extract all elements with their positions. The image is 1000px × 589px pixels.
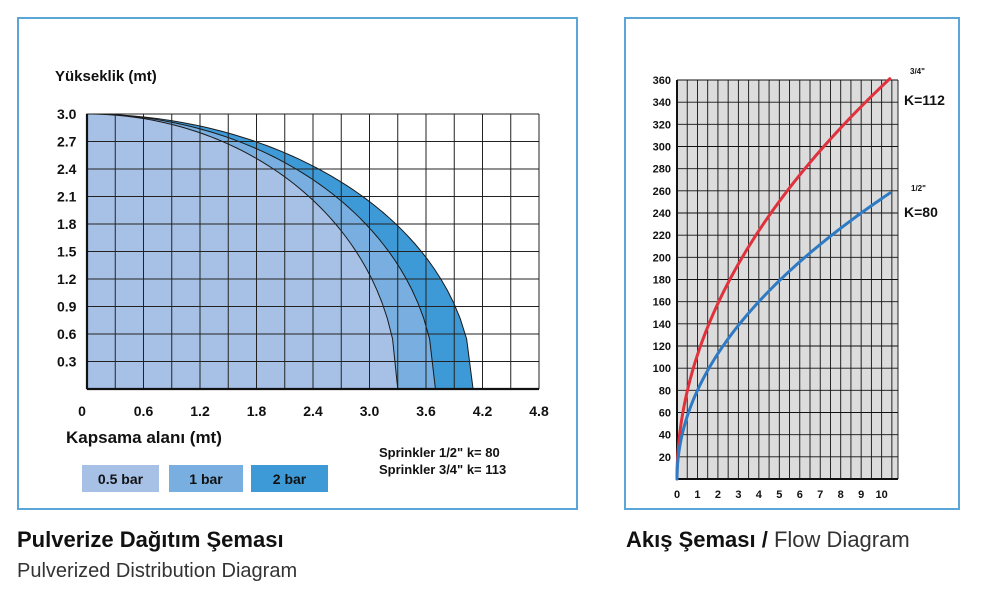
y-tick-label: 2.4 bbox=[57, 161, 77, 177]
distribution-chart: 0.3 0.6 0.9 1.2 1.5 1.8 2.1 2.4 2.7 3.0 0 0.6 1.2 1.8… bbox=[55, 68, 549, 492]
legend-swatch bbox=[251, 465, 328, 492]
x-tick-label: 2 bbox=[715, 489, 721, 501]
legend-label: 1 bar bbox=[189, 471, 223, 487]
legend-item: 1 bar bbox=[169, 465, 243, 492]
flow-chart-panel: 20 40 60 80 100 120 140 160 180 200 220 240 260 280 30… bbox=[624, 17, 960, 510]
legend-swatch bbox=[169, 465, 243, 492]
x-tick-label: 0 bbox=[78, 403, 86, 419]
y-tick-label: 0.9 bbox=[57, 299, 77, 315]
y-tick-label: 0.3 bbox=[57, 354, 77, 370]
legend-label: 2 bar bbox=[273, 471, 307, 487]
x-tick-label: 7 bbox=[817, 489, 823, 501]
y-tick-label: 220 bbox=[653, 230, 671, 242]
y-tick-label: 200 bbox=[653, 252, 671, 264]
x-tick-label: 4.8 bbox=[529, 403, 549, 419]
distribution-caption-en: Pulverized Distribution Diagram bbox=[17, 560, 298, 582]
x-tick-label: 5 bbox=[776, 489, 782, 501]
x-tick-label: 1.2 bbox=[190, 403, 210, 419]
y-tick-label: 340 bbox=[653, 97, 671, 109]
y-tick-label: 20 bbox=[659, 452, 671, 464]
y-tick-label: 0.6 bbox=[57, 326, 77, 342]
series-line bbox=[675, 77, 892, 481]
legend-item: 0.5 bar bbox=[82, 465, 159, 492]
note-line: Sprinkler 1/2" k= 80 bbox=[379, 445, 500, 460]
y-tick-label: 260 bbox=[653, 186, 671, 198]
x-tick-label: 1.8 bbox=[247, 403, 267, 419]
x-tick-label: 9 bbox=[858, 489, 864, 501]
series-k-label: K=80 bbox=[904, 204, 938, 220]
x-tick-label: 8 bbox=[838, 489, 844, 501]
y-tick-label: 100 bbox=[653, 363, 671, 375]
y-tick-label: 1.2 bbox=[57, 271, 77, 287]
x-tick-label: 3 bbox=[735, 489, 741, 501]
x-tick-label: 10 bbox=[876, 489, 888, 501]
legend-swatch bbox=[82, 465, 159, 492]
x-tick-label: 2.4 bbox=[303, 403, 323, 419]
flow-caption: Akış Şeması / Flow Diagram bbox=[626, 527, 910, 553]
y-tick-label: 3.0 bbox=[57, 106, 77, 122]
flow-caption-en: Flow Diagram bbox=[773, 527, 910, 552]
legend-label: 0.5 bar bbox=[98, 471, 144, 487]
y-tick-label: 300 bbox=[653, 142, 671, 154]
y-tick-label: 60 bbox=[659, 408, 671, 420]
x-tick-label: 4 bbox=[756, 489, 763, 501]
x-tick-label: 1 bbox=[694, 489, 700, 501]
y-tick-label: 140 bbox=[653, 319, 671, 331]
x-tick-label: 0.6 bbox=[134, 403, 154, 419]
note-line: Sprinkler 3/4" k= 113 bbox=[379, 462, 506, 477]
y-tick-label: 240 bbox=[653, 208, 671, 220]
series-k-label: K=112 bbox=[904, 92, 945, 108]
y-tick-label: 40 bbox=[659, 430, 671, 442]
y-axis-title: Yükseklik (mt) bbox=[55, 68, 157, 85]
y-tick-label: 1.8 bbox=[57, 216, 77, 232]
x-tick-label: 4.2 bbox=[473, 403, 493, 419]
x-tick-label: 6 bbox=[797, 489, 803, 501]
x-axis-title: Kapsama alanı (mt) bbox=[66, 428, 222, 447]
x-tick-label: 3.6 bbox=[416, 403, 436, 419]
y-tick-label: 1.5 bbox=[57, 244, 77, 260]
x-tick-label: 0 bbox=[674, 489, 680, 501]
legend-item: 2 bar bbox=[251, 465, 328, 492]
flow-caption-separator: / bbox=[755, 527, 774, 552]
y-tick-label: 180 bbox=[653, 275, 671, 287]
y-tick-label: 320 bbox=[653, 119, 671, 131]
flow-chart: 2040608010012014016018020022024026028030… bbox=[653, 67, 945, 501]
y-tick-label: 2.1 bbox=[57, 189, 77, 205]
y-tick-label: 280 bbox=[653, 164, 671, 176]
y-tick-label: 120 bbox=[653, 341, 671, 353]
y-tick-label: 80 bbox=[659, 385, 671, 397]
distribution-chart-panel: 0.3 0.6 0.9 1.2 1.5 1.8 2.1 2.4 2.7 3.0 0 0.6 1.2 1.8… bbox=[17, 17, 578, 510]
flow-caption-tr: Akış Şeması bbox=[626, 527, 756, 552]
series-name-label: 1/2" bbox=[911, 184, 926, 193]
distribution-caption-tr: Pulverize Dağıtım Şeması bbox=[17, 527, 284, 552]
series-line bbox=[675, 191, 892, 481]
y-tick-label: 2.7 bbox=[57, 134, 77, 150]
y-tick-label: 160 bbox=[653, 297, 671, 309]
series-name-label: 3/4" bbox=[910, 67, 925, 76]
y-tick-label: 360 bbox=[653, 75, 671, 87]
x-tick-label: 3.0 bbox=[360, 403, 380, 419]
